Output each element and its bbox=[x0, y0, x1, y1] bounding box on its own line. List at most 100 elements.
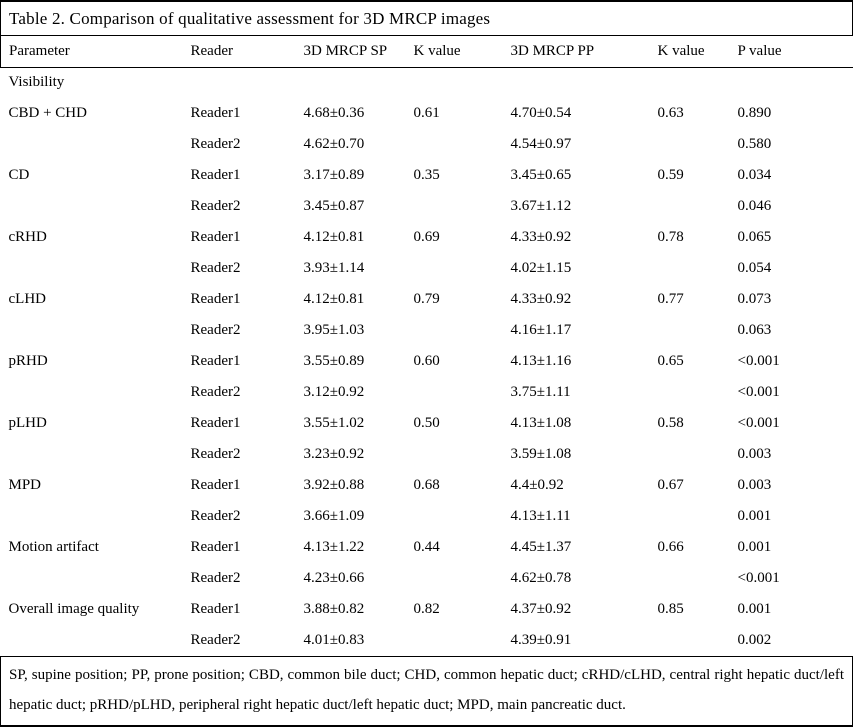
cell-parameter: MPD bbox=[8, 477, 42, 493]
cell-k-value-pp: 0.63 bbox=[657, 105, 684, 121]
table-row: cLHD Reader1 4.12±0.81 0.79 4.33±0.92 0.… bbox=[1, 284, 853, 315]
cell-k-value-sp: 0.79 bbox=[413, 291, 440, 307]
cell-mrcp-pp: 4.33±0.92 bbox=[510, 291, 572, 307]
cell-parameter: pRHD bbox=[8, 353, 48, 369]
table-footnote: SP, supine position; PP, prone position;… bbox=[0, 656, 853, 727]
cell-mrcp-sp: 3.55±0.89 bbox=[303, 353, 365, 369]
table-row: CBD + CHD Reader1 4.68±0.36 0.61 4.70±0.… bbox=[1, 98, 853, 129]
col-header-parameter: Parameter bbox=[0, 36, 183, 68]
cell-k-value-sp: 0.35 bbox=[413, 167, 440, 183]
cell-mrcp-sp: 3.45±0.87 bbox=[303, 198, 365, 214]
table-row: Motion artifact Reader1 4.13±1.22 0.44 4… bbox=[1, 532, 853, 563]
table-header: Parameter Reader 3D MRCP SP K value 3D M… bbox=[0, 36, 853, 68]
cell-mrcp-sp: 4.62±0.70 bbox=[303, 136, 365, 152]
cell-k-value-pp: 0.77 bbox=[657, 291, 684, 307]
cell-k-value-pp bbox=[650, 439, 730, 470]
cell-mrcp-pp: 4.16±1.17 bbox=[510, 322, 572, 338]
cell-mrcp-sp: 4.23±0.66 bbox=[303, 570, 365, 586]
cell-k-value-sp bbox=[406, 563, 503, 594]
table-row: Reader2 3.66±1.09 4.13±1.11 0.001 bbox=[1, 501, 853, 532]
cell-mrcp-pp: 4.33±0.92 bbox=[510, 229, 572, 245]
cell-p-value bbox=[730, 67, 853, 98]
cell-mrcp-pp: 4.62±0.78 bbox=[510, 570, 572, 586]
cell-k-value-pp: 0.59 bbox=[657, 167, 684, 183]
cell-k-value-pp bbox=[650, 625, 730, 656]
cell-k-value-pp: 0.85 bbox=[657, 601, 684, 617]
cell-k-value-sp: 0.82 bbox=[413, 601, 440, 617]
col-header-3d-mrcp-sp: 3D MRCP SP bbox=[295, 36, 406, 68]
cell-p-value: 0.073 bbox=[737, 291, 772, 307]
header-row: Parameter Reader 3D MRCP SP K value 3D M… bbox=[0, 36, 853, 68]
cell-parameter: CD bbox=[8, 167, 30, 183]
cell-reader: Reader2 bbox=[190, 198, 241, 214]
cell-reader: Reader2 bbox=[190, 260, 241, 276]
cell-reader: Reader1 bbox=[190, 291, 241, 307]
cell-k-value-pp bbox=[650, 315, 730, 346]
cell-k-value-sp bbox=[406, 67, 503, 98]
cell-mrcp-sp: 3.12±0.92 bbox=[303, 384, 365, 400]
table-row: MPD Reader1 3.92±0.88 0.68 4.4±0.92 0.67… bbox=[1, 470, 853, 501]
cell-mrcp-sp: 4.13±1.22 bbox=[303, 539, 365, 555]
cell-parameter bbox=[1, 191, 183, 222]
cell-mrcp-sp: 3.93±1.14 bbox=[303, 260, 365, 276]
cell-parameter: pLHD bbox=[8, 415, 47, 431]
table-body: Visibility CBD + CHD Reader1 4.68±0.36 0… bbox=[1, 67, 853, 656]
table-row: Overall image quality Reader1 3.88±0.82 … bbox=[1, 594, 853, 625]
cell-mrcp-sp: 3.55±1.02 bbox=[303, 415, 365, 431]
cell-mrcp-pp: 4.13±1.11 bbox=[510, 508, 571, 524]
cell-parameter bbox=[1, 253, 183, 284]
cell-reader: Reader1 bbox=[190, 167, 241, 183]
cell-mrcp-pp: 4.4±0.92 bbox=[510, 477, 564, 493]
cell-p-value: <0.001 bbox=[737, 384, 780, 400]
cell-p-value: 0.065 bbox=[737, 229, 772, 245]
table-caption: Table 2. Comparison of qualitative asses… bbox=[0, 0, 853, 36]
cell-mrcp-sp bbox=[296, 67, 406, 98]
cell-k-value-sp bbox=[406, 191, 503, 222]
table-row: pLHD Reader1 3.55±1.02 0.50 4.13±1.08 0.… bbox=[1, 408, 853, 439]
cell-p-value: 0.580 bbox=[737, 136, 772, 152]
col-header-3d-mrcp-pp: 3D MRCP PP bbox=[502, 36, 650, 68]
cell-p-value: 0.046 bbox=[737, 198, 772, 214]
cell-mrcp-pp: 3.45±0.65 bbox=[510, 167, 572, 183]
table-row: Reader2 3.45±0.87 3.67±1.12 0.046 bbox=[1, 191, 853, 222]
cell-p-value: 0.003 bbox=[737, 477, 772, 493]
cell-reader: Reader2 bbox=[190, 322, 241, 338]
cell-mrcp-pp: 4.37±0.92 bbox=[510, 601, 572, 617]
cell-parameter bbox=[1, 129, 183, 160]
cell-mrcp-pp: 4.39±0.91 bbox=[510, 632, 572, 648]
cell-mrcp-pp bbox=[503, 67, 650, 98]
cell-p-value: 0.054 bbox=[737, 260, 772, 276]
cell-p-value: 0.002 bbox=[737, 632, 772, 648]
cell-p-value: 0.034 bbox=[737, 167, 772, 183]
cell-k-value-pp bbox=[650, 563, 730, 594]
cell-reader: Reader1 bbox=[190, 353, 241, 369]
table-row: Reader2 4.01±0.83 4.39±0.91 0.002 bbox=[1, 625, 853, 656]
cell-parameter: Motion artifact bbox=[8, 539, 99, 555]
cell-mrcp-sp: 4.01±0.83 bbox=[303, 632, 365, 648]
cell-p-value: <0.001 bbox=[737, 570, 780, 586]
table-row: Reader2 4.62±0.70 4.54±0.97 0.580 bbox=[1, 129, 853, 160]
cell-mrcp-pp: 4.45±1.37 bbox=[510, 539, 572, 555]
cell-p-value: 0.001 bbox=[737, 601, 772, 617]
cell-mrcp-sp: 4.12±0.81 bbox=[303, 291, 365, 307]
cell-mrcp-sp: 3.23±0.92 bbox=[303, 446, 365, 462]
cell-mrcp-pp: 4.13±1.16 bbox=[510, 353, 572, 369]
cell-mrcp-pp: 4.02±1.15 bbox=[510, 260, 572, 276]
cell-reader: Reader1 bbox=[190, 539, 241, 555]
cell-parameter bbox=[1, 625, 183, 656]
footnote-text: SP, supine position; PP, prone position;… bbox=[9, 667, 844, 713]
cell-p-value: <0.001 bbox=[737, 353, 780, 369]
cell-k-value-pp: 0.58 bbox=[657, 415, 684, 431]
cell-k-value-sp bbox=[406, 129, 503, 160]
table-row: CD Reader1 3.17±0.89 0.35 3.45±0.65 0.59… bbox=[1, 160, 853, 191]
cell-reader: Reader2 bbox=[190, 508, 241, 524]
cell-parameter bbox=[1, 377, 183, 408]
col-header-reader: Reader bbox=[182, 36, 296, 68]
cell-parameter: cRHD bbox=[8, 229, 47, 245]
cell-mrcp-sp: 4.12±0.81 bbox=[303, 229, 365, 245]
table-row: Reader2 3.23±0.92 3.59±1.08 0.003 bbox=[1, 439, 853, 470]
table-row: pRHD Reader1 3.55±0.89 0.60 4.13±1.16 0.… bbox=[1, 346, 853, 377]
cell-mrcp-pp: 3.67±1.12 bbox=[510, 198, 572, 214]
cell-mrcp-sp: 3.92±0.88 bbox=[303, 477, 365, 493]
